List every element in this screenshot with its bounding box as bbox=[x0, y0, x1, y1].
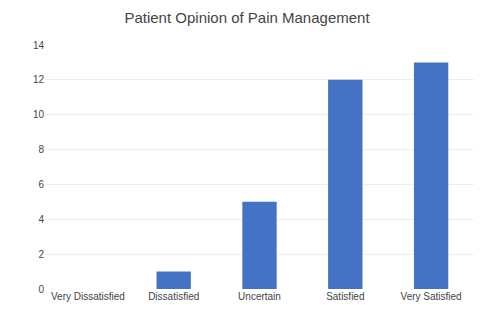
svg-text:6: 6 bbox=[38, 179, 44, 190]
svg-text:0: 0 bbox=[38, 284, 44, 295]
svg-text:8: 8 bbox=[38, 144, 44, 155]
svg-text:2: 2 bbox=[38, 249, 44, 260]
svg-text:Very Dissatisfied: Very Dissatisfied bbox=[51, 291, 125, 302]
svg-text:Patient Opinion of Pain Manage: Patient Opinion of Pain Management bbox=[124, 9, 370, 26]
svg-text:4: 4 bbox=[38, 214, 44, 225]
svg-text:Dissatisfied: Dissatisfied bbox=[148, 291, 199, 302]
svg-text:14: 14 bbox=[33, 40, 45, 51]
svg-text:Very Satisfied: Very Satisfied bbox=[401, 291, 462, 302]
svg-text:12: 12 bbox=[33, 74, 45, 85]
svg-text:10: 10 bbox=[33, 109, 45, 120]
svg-text:Uncertain: Uncertain bbox=[238, 291, 281, 302]
svg-text:Satisfied: Satisfied bbox=[326, 291, 364, 302]
